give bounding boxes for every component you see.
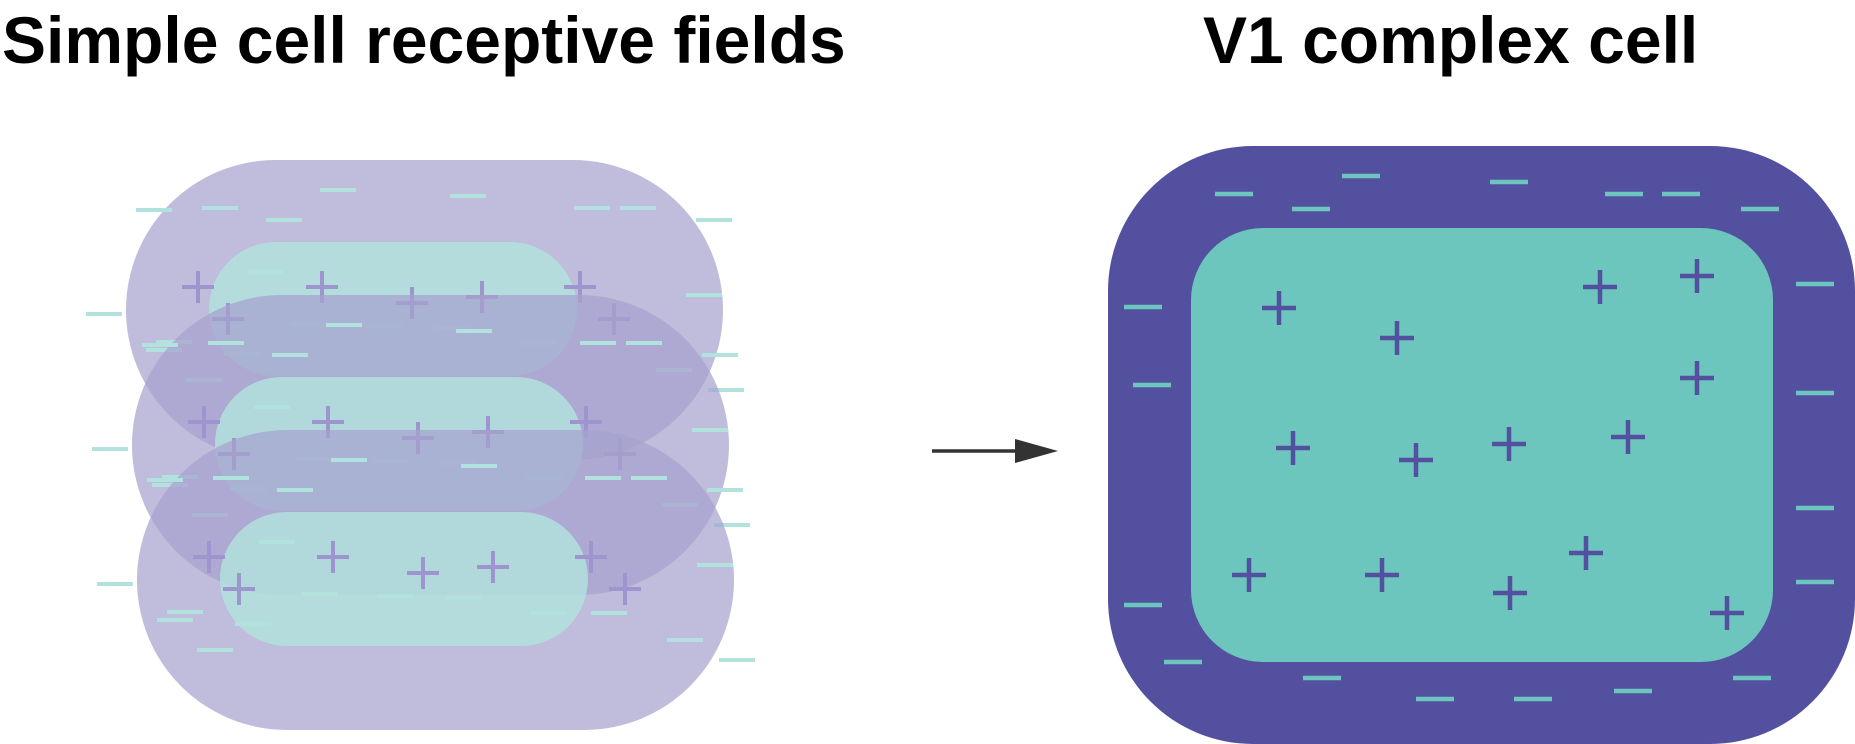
plus-icon [1365, 558, 1399, 592]
simple-cell-receptive-fields [86, 160, 755, 730]
complex-center-region [1191, 228, 1773, 662]
simple-center-region [220, 512, 588, 646]
plus-icon [1493, 576, 1527, 610]
simple-receptive-field-3 [97, 430, 755, 730]
plus-icon [1276, 431, 1310, 465]
plus-icon [407, 557, 439, 589]
plus-icon [193, 541, 225, 573]
plus-icon [223, 573, 255, 605]
plus-icon [317, 541, 349, 573]
plus-icon [1380, 321, 1414, 355]
plus-icon [1680, 259, 1714, 293]
plus-icon [1583, 270, 1617, 304]
plus-icon [575, 541, 607, 573]
plus-icon [609, 573, 641, 605]
plus-icon [1232, 558, 1266, 592]
complex-cell-receptive-field [1108, 146, 1855, 744]
plus-icon [1399, 443, 1433, 477]
complex-cell-title: V1 complex cell [1203, 3, 1699, 77]
arrow-head [1015, 439, 1058, 463]
arrow-icon [932, 439, 1058, 463]
plus-icon [182, 271, 214, 303]
plus-icon [188, 406, 220, 438]
plus-icon [1569, 536, 1603, 570]
plus-icon [1262, 291, 1296, 325]
plus-icon [477, 551, 509, 583]
plus-icon [1710, 596, 1744, 630]
plus-icon [1680, 361, 1714, 395]
plus-icon [1611, 420, 1645, 454]
simple-cell-title: Simple cell receptive fields [2, 3, 846, 77]
plus-icon [1492, 427, 1526, 461]
